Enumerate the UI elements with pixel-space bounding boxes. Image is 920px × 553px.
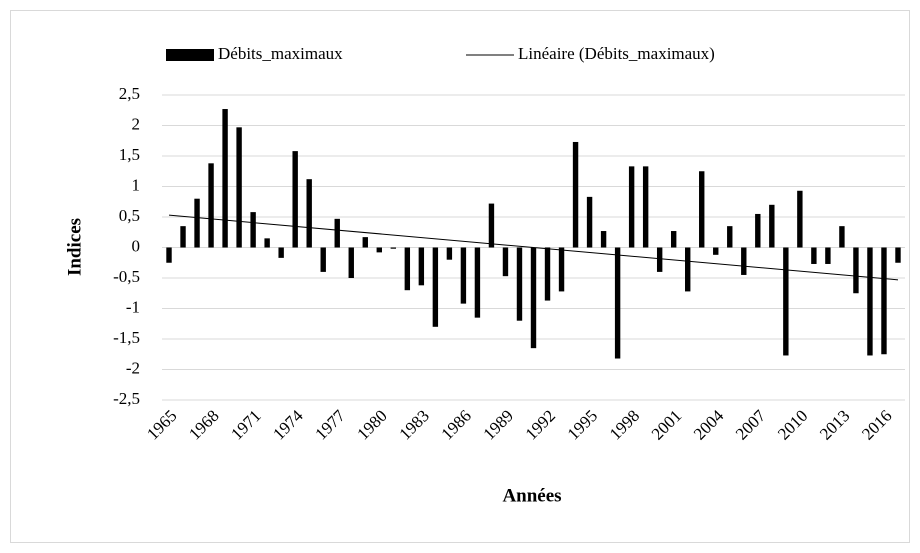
bar bbox=[895, 247, 901, 263]
bar bbox=[404, 247, 411, 291]
bar bbox=[418, 247, 425, 286]
bar bbox=[867, 247, 873, 356]
bar bbox=[222, 109, 228, 248]
bar bbox=[839, 226, 845, 248]
bar bbox=[292, 151, 298, 248]
chart-frame bbox=[10, 10, 910, 543]
bar bbox=[362, 237, 368, 248]
bar bbox=[769, 204, 775, 248]
bar bbox=[474, 247, 481, 318]
y-tick-label: 1,5 bbox=[119, 145, 140, 164]
bar bbox=[881, 247, 887, 355]
bar bbox=[741, 247, 747, 275]
legend-swatch bbox=[166, 49, 214, 61]
bar bbox=[783, 247, 789, 356]
legend-label: Linéaire (Débits_maximaux) bbox=[518, 44, 715, 63]
bar bbox=[642, 166, 649, 248]
bar bbox=[656, 247, 663, 272]
y-axis-title: Indices bbox=[64, 218, 85, 276]
bar bbox=[572, 141, 579, 248]
bar bbox=[530, 247, 537, 349]
bar bbox=[516, 247, 523, 321]
bar bbox=[544, 247, 551, 301]
bar bbox=[811, 247, 817, 264]
bar bbox=[390, 247, 397, 249]
y-tick-label: -0,5 bbox=[113, 267, 140, 286]
bar bbox=[727, 226, 733, 248]
bar bbox=[558, 247, 565, 292]
y-tick-label: -1,5 bbox=[113, 328, 140, 347]
bar bbox=[614, 247, 621, 359]
bar bbox=[180, 226, 186, 248]
bar bbox=[460, 247, 467, 304]
bar bbox=[853, 247, 859, 294]
y-tick-label: 2,5 bbox=[119, 84, 140, 103]
y-tick-label: 0,5 bbox=[119, 206, 140, 225]
trend-line bbox=[168, 214, 899, 281]
bar bbox=[488, 203, 495, 248]
bar bbox=[797, 190, 803, 248]
bar bbox=[194, 198, 200, 248]
bar bbox=[264, 238, 270, 248]
bar bbox=[166, 247, 172, 263]
bar bbox=[376, 247, 382, 253]
bar bbox=[685, 247, 691, 292]
bar bbox=[208, 163, 214, 248]
y-tick-label: 2 bbox=[132, 114, 141, 133]
x-axis-title: Années bbox=[502, 485, 561, 506]
bar bbox=[600, 231, 607, 248]
bar bbox=[825, 247, 831, 264]
y-tick-label: -2 bbox=[126, 358, 140, 377]
bar bbox=[278, 247, 284, 258]
legend-label: Débits_maximaux bbox=[218, 44, 343, 63]
bar bbox=[334, 218, 340, 248]
bar bbox=[699, 171, 705, 248]
bar bbox=[236, 127, 242, 248]
y-tick-label: 0 bbox=[132, 236, 141, 255]
y-tick-label: -2,5 bbox=[113, 389, 140, 408]
bar bbox=[250, 212, 256, 248]
y-tick-label: 1 bbox=[132, 175, 141, 194]
bar bbox=[446, 247, 453, 260]
y-tick-label: -1 bbox=[126, 297, 140, 316]
bar bbox=[628, 166, 635, 248]
bar bbox=[713, 247, 719, 255]
bar bbox=[755, 213, 761, 248]
bar bbox=[586, 196, 593, 248]
bar bbox=[348, 247, 354, 278]
bar bbox=[306, 179, 312, 248]
bar bbox=[502, 247, 509, 277]
bar bbox=[670, 231, 677, 248]
bar bbox=[432, 247, 439, 327]
bar bbox=[320, 247, 326, 272]
